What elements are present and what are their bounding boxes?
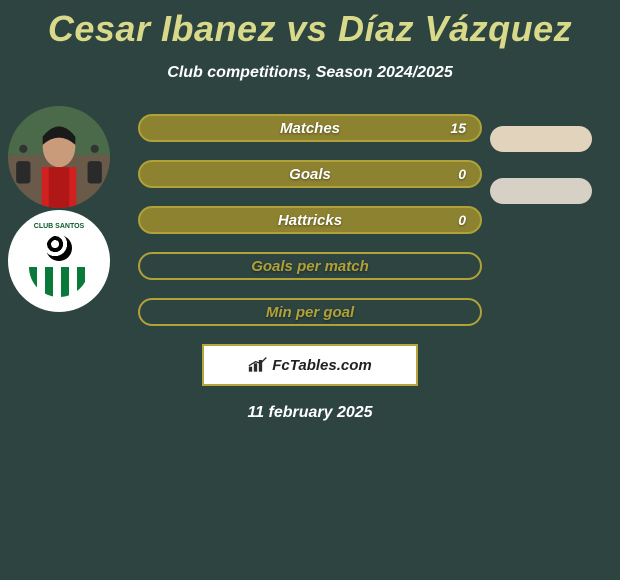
- soccer-ball-icon: [46, 235, 72, 261]
- stat-value: 0: [458, 166, 466, 182]
- comparison-panel: CLUB SANTOS Matches15Goals0Hattricks0Goa…: [0, 114, 620, 326]
- stat-row: Hattricks 0: [138, 206, 482, 234]
- stat-row: Matches 15: [138, 114, 482, 142]
- page-title: Cesar Ibanez vs Díaz Vázquez: [0, 0, 620, 50]
- stat-row: Goals per match: [138, 252, 482, 280]
- player-photo-icon: [8, 106, 110, 208]
- comparison-pill: [490, 178, 592, 204]
- avatar-column: CLUB SANTOS: [8, 106, 118, 312]
- stat-label: Min per goal: [266, 304, 354, 321]
- crest-text: CLUB SANTOS: [34, 223, 84, 230]
- stat-row: Goals 0: [138, 160, 482, 188]
- fctables-logo-icon: [248, 356, 268, 374]
- player1-avatar: [8, 106, 110, 208]
- date-text: 11 february 2025: [0, 404, 620, 422]
- brand-box: FcTables.com: [202, 344, 418, 386]
- stat-label: Goals per match: [251, 258, 369, 275]
- stat-value: 0: [458, 212, 466, 228]
- club-crest-icon: CLUB SANTOS: [19, 221, 99, 301]
- brand-text: FcTables.com: [272, 357, 371, 374]
- player2-avatar: CLUB SANTOS: [8, 210, 110, 312]
- comparison-pill: [490, 126, 592, 152]
- crest-stripes-icon: [29, 267, 89, 297]
- stat-row: Min per goal: [138, 298, 482, 326]
- right-pill-column: [490, 126, 600, 230]
- stat-label: Hattricks: [278, 212, 342, 229]
- subtitle: Club competitions, Season 2024/2025: [0, 64, 620, 82]
- stat-value: 15: [450, 120, 466, 136]
- stat-rows: Matches 15 Goals 0 Hattricks 0 Goals per match…: [138, 114, 482, 326]
- stat-label: Matches: [280, 120, 340, 137]
- stat-label: Goals: [289, 166, 331, 183]
